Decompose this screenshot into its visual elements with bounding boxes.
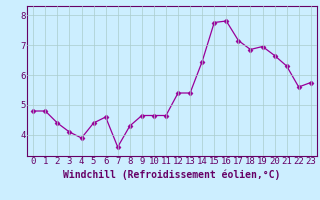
X-axis label: Windchill (Refroidissement éolien,°C): Windchill (Refroidissement éolien,°C) — [63, 169, 281, 180]
